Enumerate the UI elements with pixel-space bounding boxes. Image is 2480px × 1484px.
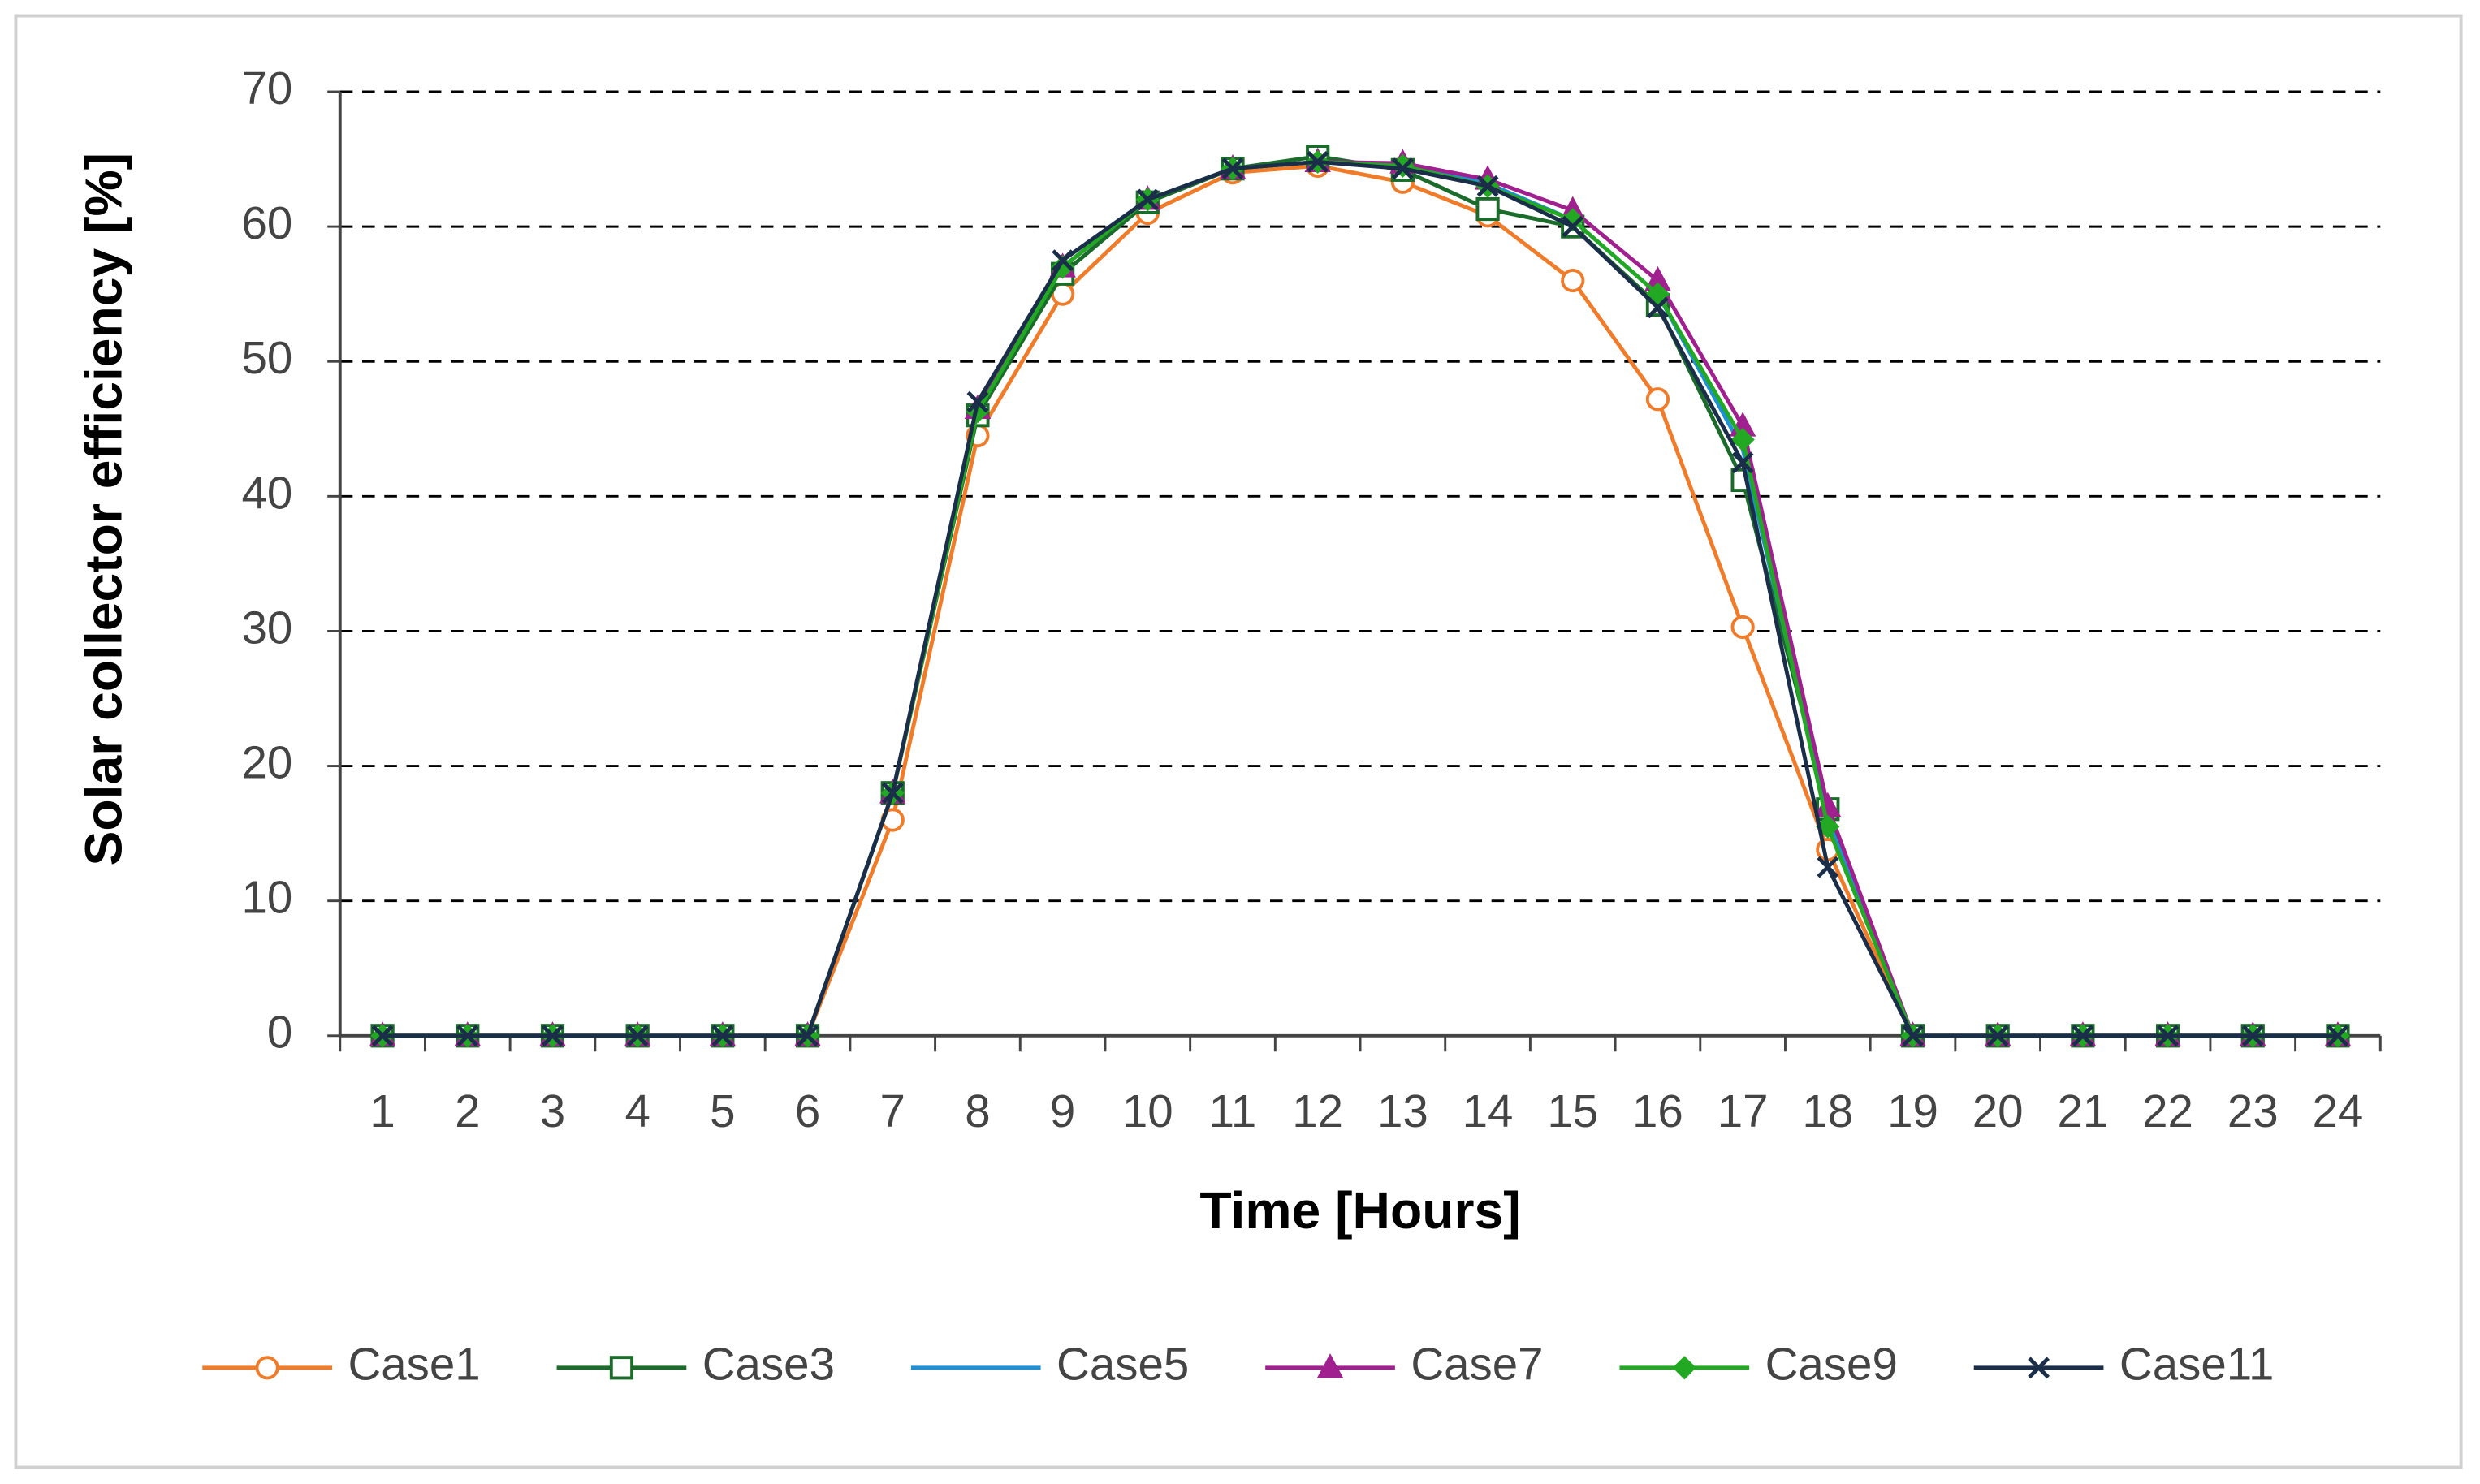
data-point: [711, 1025, 734, 1047]
x-tick-label: 13: [1377, 1085, 1428, 1137]
y-axis-title: Solar collector efficiency [%]: [74, 153, 132, 866]
data-point: [1307, 150, 1329, 173]
y-tick-label: 20: [242, 736, 293, 787]
legend-label: Case11: [2119, 1339, 2274, 1390]
data-point: [1562, 215, 1584, 238]
y-tick-label: 30: [242, 602, 293, 653]
data-point: [1561, 268, 1585, 293]
data-point: [1221, 157, 1244, 180]
data-point: [542, 1025, 564, 1047]
data-point: [2072, 1025, 2094, 1047]
legend-label: Case3: [702, 1339, 835, 1390]
y-tick-label: 60: [242, 197, 293, 248]
data-point: [2157, 1025, 2179, 1047]
x-tick-label: 19: [1887, 1085, 1938, 1137]
data-point: [1645, 387, 1670, 412]
y-tick-label: 10: [242, 872, 293, 923]
x-tick-label: 11: [1209, 1085, 1257, 1137]
data-point: [966, 390, 989, 413]
legend-marker: [2028, 1357, 2050, 1379]
data-point: [2241, 1025, 2264, 1047]
data-point: [797, 1025, 819, 1047]
data-point: [456, 1025, 479, 1047]
legend-entry: Case5: [910, 1339, 1189, 1390]
data-point: [881, 782, 904, 805]
data-point: [1730, 615, 1755, 640]
legend-marker: [255, 1356, 279, 1380]
x-tick-label: 12: [1292, 1085, 1343, 1137]
data-point: [1731, 451, 1754, 474]
data-point: [1052, 249, 1074, 272]
y-tick-label: 50: [242, 332, 293, 383]
data-point: [1817, 856, 1839, 878]
x-tick-label: 7: [880, 1085, 905, 1137]
x-tick-label: 2: [455, 1085, 480, 1137]
legend-label: Case7: [1411, 1339, 1543, 1390]
x-tick-label: 17: [1717, 1085, 1769, 1137]
data-point: [2327, 1025, 2349, 1047]
data-point: [1730, 427, 1755, 452]
x-tick-label: 3: [540, 1085, 565, 1137]
x-tick-label: 20: [1972, 1085, 2024, 1137]
chart-border: [14, 14, 2463, 1469]
x-tick-label: 16: [1632, 1085, 1683, 1137]
y-tick-label: 0: [267, 1007, 292, 1058]
data-point: [371, 1025, 394, 1047]
legend-entry: Case7: [1265, 1339, 1544, 1390]
y-tick-label: 40: [242, 467, 293, 518]
legend-label: Case5: [1056, 1339, 1189, 1390]
x-tick-label: 6: [795, 1085, 820, 1137]
legend-label: Case9: [1765, 1339, 1898, 1390]
data-point: [1475, 196, 1500, 222]
legend-marker: [1672, 1356, 1696, 1380]
legend-label: Case1: [348, 1339, 480, 1390]
legend-marker: [609, 1356, 634, 1380]
x-tick-label: 22: [2142, 1085, 2193, 1137]
y-tick-label: 70: [242, 63, 293, 114]
x-tick-label: 8: [965, 1085, 990, 1137]
x-axis-title: Time [Hours]: [1199, 1181, 1520, 1240]
legend-entry: Case1: [202, 1339, 481, 1390]
data-point: [1476, 175, 1499, 197]
legend-marker: [1316, 1353, 1344, 1378]
x-tick-label: 15: [1547, 1085, 1598, 1137]
x-tick-label: 1: [369, 1085, 395, 1137]
data-point: [1391, 157, 1414, 180]
legend-entry: Case9: [1619, 1339, 1898, 1390]
data-point: [626, 1025, 649, 1047]
x-tick-label: 14: [1463, 1085, 1514, 1137]
x-tick-label: 9: [1050, 1085, 1075, 1137]
x-tick-label: 23: [2227, 1085, 2279, 1137]
data-point: [1136, 188, 1159, 211]
x-tick-label: 21: [2057, 1085, 2108, 1137]
series-line: [382, 159, 2338, 1038]
data-point: [1986, 1025, 2009, 1047]
legend-entry: Case3: [556, 1339, 835, 1390]
data-point: [1647, 296, 1669, 319]
data-point: [1902, 1025, 1924, 1047]
legend-entry: Case11: [1973, 1339, 2274, 1390]
x-tick-label: 18: [1802, 1085, 1853, 1137]
x-tick-label: 4: [624, 1085, 650, 1137]
x-tick-label: 24: [2313, 1085, 2364, 1137]
x-tick-label: 5: [710, 1085, 735, 1137]
x-tick-label: 10: [1122, 1085, 1173, 1137]
